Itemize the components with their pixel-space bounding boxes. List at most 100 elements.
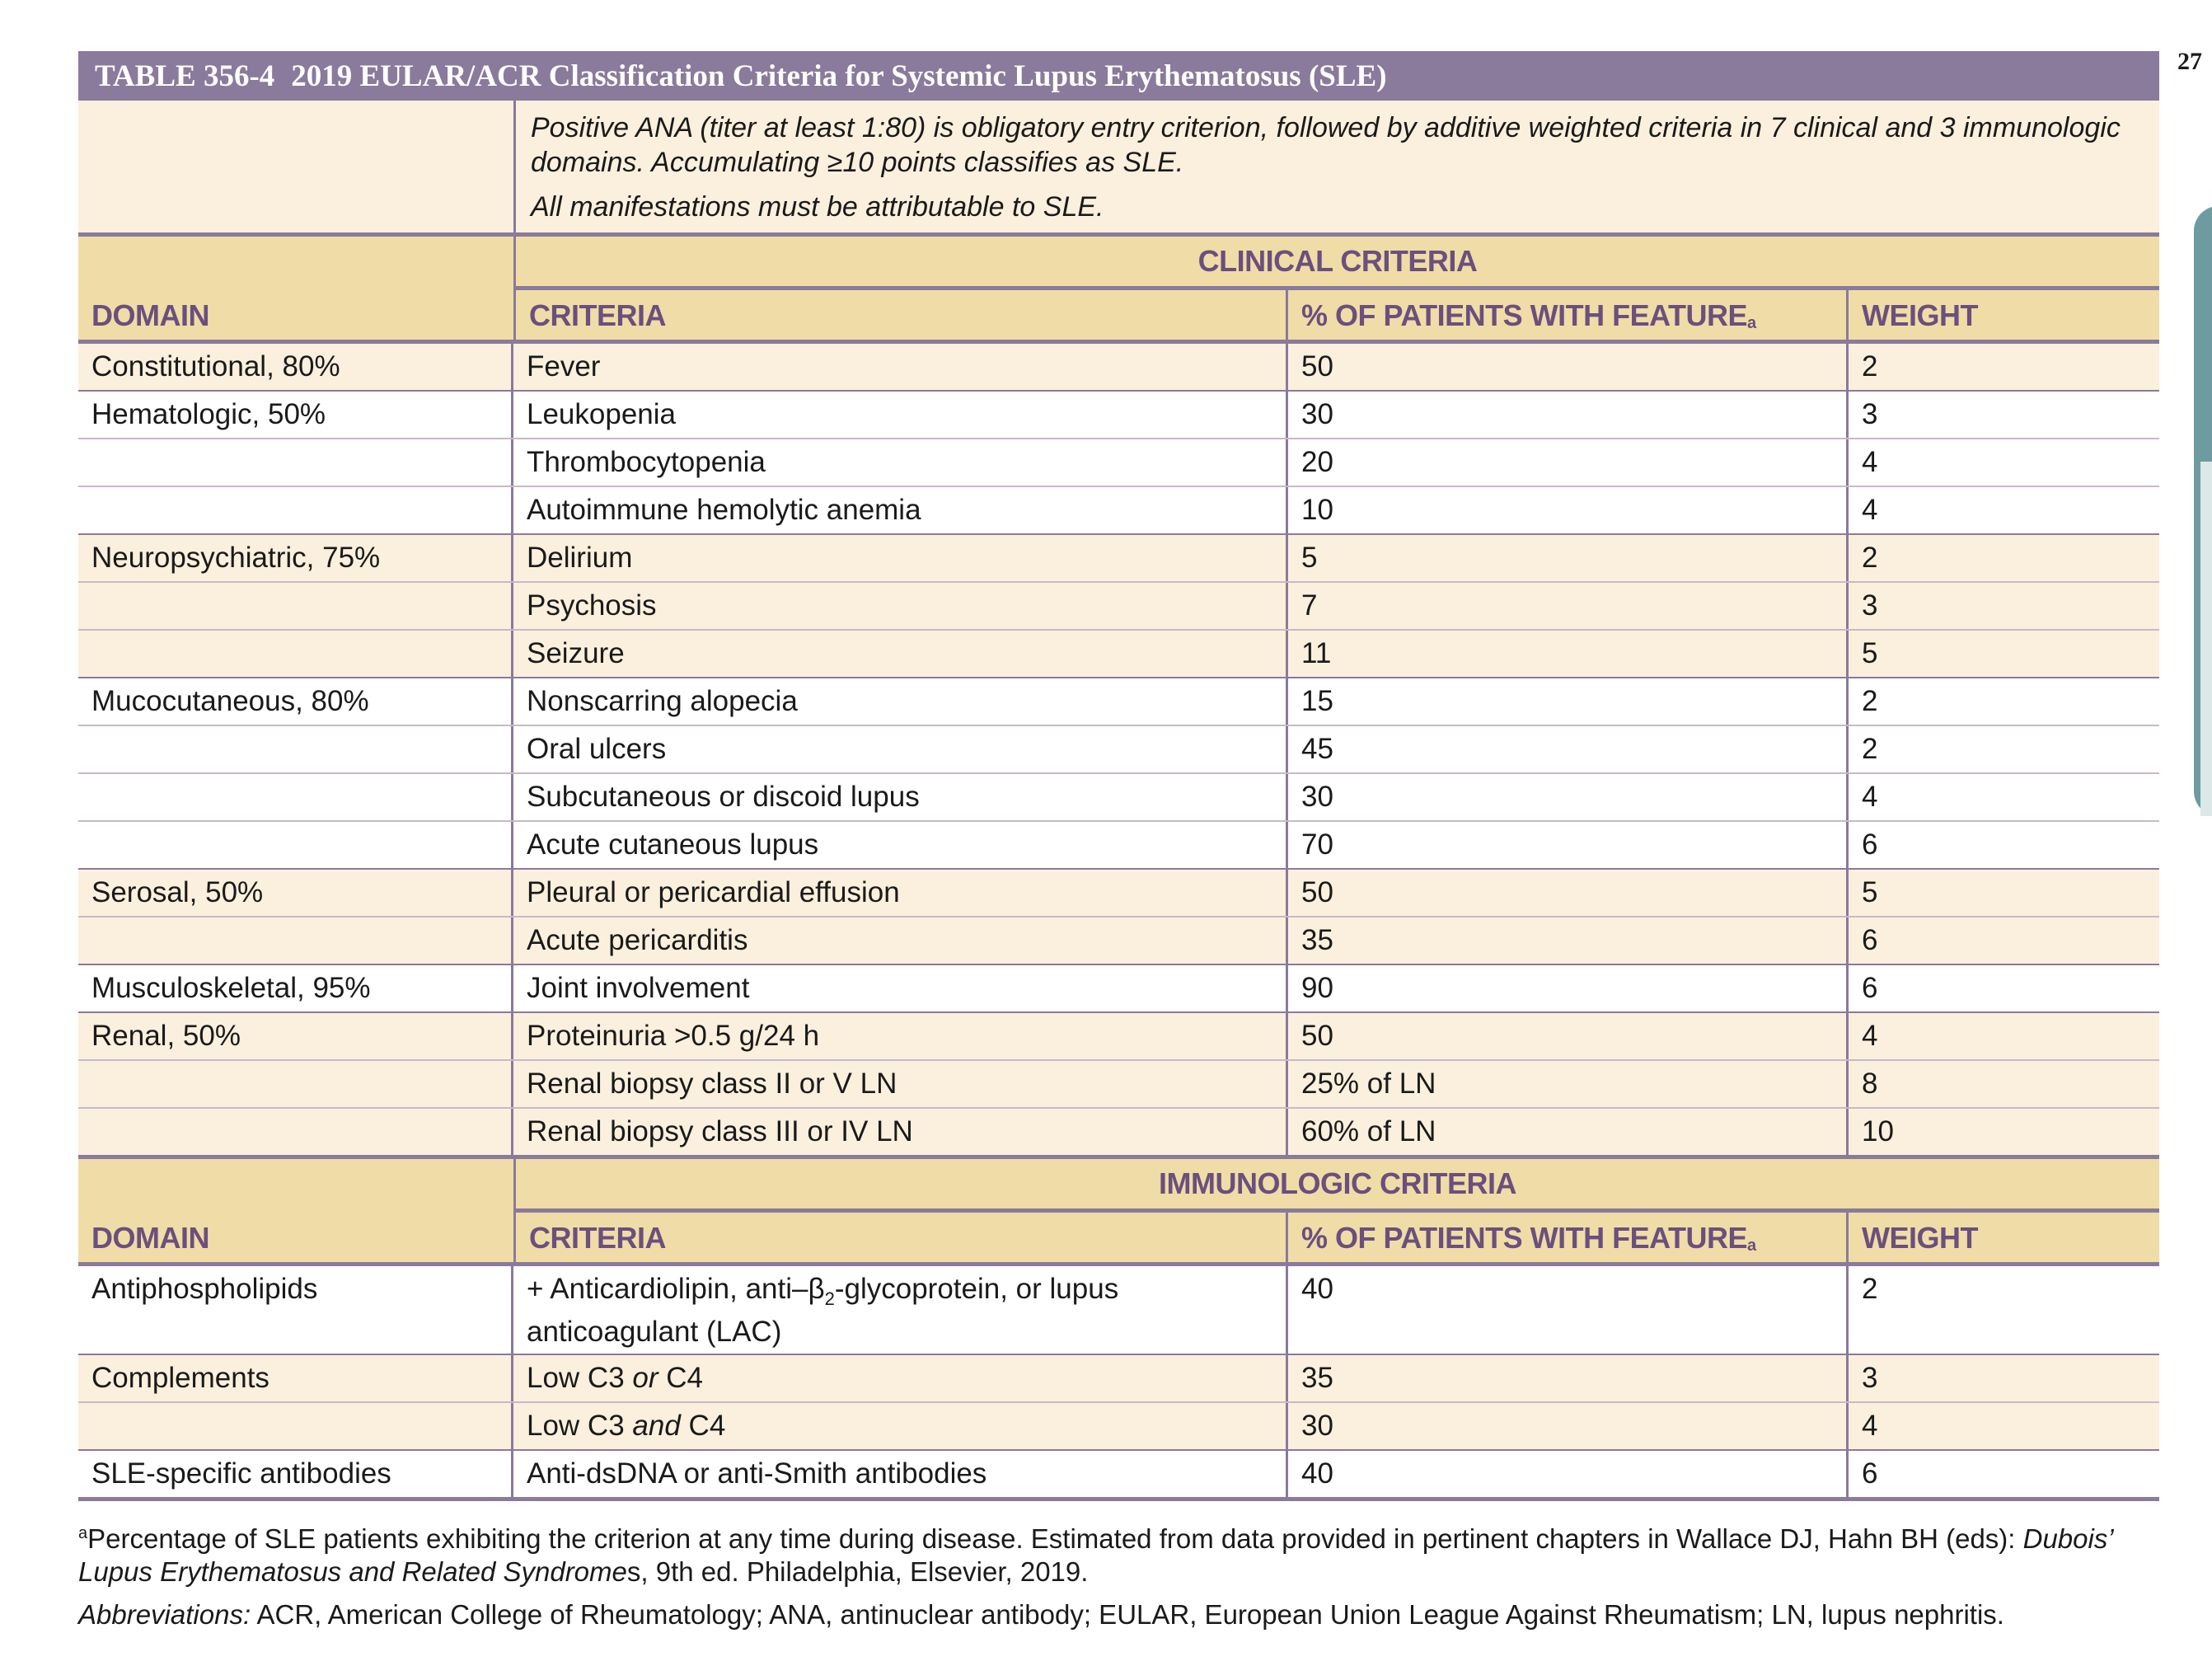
cell-domain	[78, 1061, 513, 1107]
cell-weight: 5	[1862, 637, 1878, 669]
cell-criteria: Nonscarring alopecia	[513, 678, 1288, 725]
cell-criteria: Seizure	[513, 631, 1288, 677]
cell-domain: Musculoskeletal, 95%	[78, 965, 513, 1011]
cell-percent: 7	[1288, 583, 1849, 629]
table-row: Subcutaneous or discoid lupus 30 4	[78, 774, 2159, 822]
cell-criteria: Proteinuria >0.5 g/24 h	[513, 1013, 1288, 1059]
table-number: TABLE 356-4	[95, 59, 275, 93]
cell-percent: 45	[1288, 726, 1849, 772]
table-row: Antiphospholipids + Anticardiolipin, ant…	[78, 1266, 2159, 1355]
cell-criteria: Psychosis	[513, 583, 1288, 629]
cell-criteria: Leukopenia	[513, 392, 1288, 438]
cell-weight: 2	[1862, 350, 1878, 382]
table-title-bar: TABLE 356-4 2019 EULAR/ACR Classificatio…	[78, 51, 2159, 101]
domain-header: DOMAIN	[91, 1221, 210, 1255]
cell-weight: 6	[1862, 972, 1878, 1004]
weight-header: WEIGHT	[1862, 298, 1978, 332]
cell-domain	[78, 726, 513, 772]
cell-weight: 2	[1862, 733, 1878, 765]
table-row: Renal, 50% Proteinuria >0.5 g/24 h 50 4	[78, 1013, 2159, 1061]
cell-criteria: Thrombocytopenia	[513, 439, 1288, 486]
cell-weight: 3	[1862, 589, 1878, 622]
percent-header: % OF PATIENTS WITH FEATURE a	[1288, 1213, 1849, 1262]
cell-criteria: Autoimmune hemolytic anemia	[513, 487, 1288, 533]
cell-percent: 11	[1288, 631, 1849, 677]
table-row: Renal biopsy class III or IV LN 60% of LN…	[78, 1109, 2159, 1159]
table-row: Psychosis 7 3	[78, 583, 2159, 631]
clinical-header: DOMAIN CLINICAL CRITERIA CRITERIA % OF P…	[78, 237, 2159, 344]
chapter-side-tab	[2194, 206, 2212, 816]
cell-criteria: Oral ulcers	[513, 726, 1288, 772]
cell-weight: 3	[1862, 398, 1878, 430]
cell-domain: Mucocutaneous, 80%	[78, 678, 513, 725]
footnote-abbreviations: Abbreviations: ACR, American College of …	[78, 1599, 2004, 1630]
cell-domain	[78, 774, 513, 820]
cell-weight: 10	[1862, 1115, 1894, 1147]
cell-criteria: Acute pericarditis	[513, 917, 1288, 964]
cell-domain: Constitutional, 80%	[78, 344, 513, 390]
table-row: Hematologic, 50% Leukopenia 30 3	[78, 392, 2159, 439]
cell-domain	[78, 583, 513, 629]
cell-domain: Renal, 50%	[78, 1013, 513, 1059]
cell-criteria: Delirium	[513, 535, 1288, 581]
table-row: Neuropsychiatric, 75% Delirium 5 2	[78, 535, 2159, 583]
weight-header: WEIGHT	[1862, 1221, 1978, 1255]
cell-percent: 25% of LN	[1288, 1061, 1849, 1107]
cell-criteria: Fever	[513, 344, 1288, 390]
criteria-header: CRITERIA	[516, 1213, 1288, 1262]
cell-domain: Serosal, 50%	[78, 870, 513, 916]
criteria-header: CRITERIA	[516, 290, 1288, 340]
table-row: Complements Low C3 or C4 35 3	[78, 1355, 2159, 1403]
cell-percent: 5	[1288, 535, 1849, 581]
table-row: SLE-specific antibodies Anti-dsDNA or an…	[78, 1451, 2159, 1501]
cell-percent: 35	[1288, 917, 1849, 964]
table-row: Thrombocytopenia 20 4	[78, 439, 2159, 487]
clinical-section-title: CLINICAL CRITERIA	[516, 237, 2159, 290]
cell-weight: 6	[1862, 828, 1878, 861]
cell-weight: 4	[1862, 1020, 1878, 1052]
cell-percent: 60% of LN	[1288, 1109, 1849, 1155]
table-row: Seizure 11 5	[78, 631, 2159, 678]
immunologic-header: DOMAIN IMMUNOLOGIC CRITERIA CRITERIA % O…	[78, 1159, 2159, 1266]
cell-percent: 50	[1288, 344, 1849, 390]
table-row: Musculoskeletal, 95% Joint involvement 90 6	[78, 965, 2159, 1013]
entry-note: All manifestations must be attributable …	[531, 191, 1104, 223]
chapter-side-tab-inner	[2200, 462, 2212, 816]
cell-criteria: Joint involvement	[513, 965, 1288, 1011]
cell-percent: 30	[1288, 392, 1849, 438]
immunologic-section-title: IMMUNOLOGIC CRITERIA	[516, 1159, 2159, 1213]
cell-domain: Neuropsychiatric, 75%	[78, 535, 513, 581]
cell-percent: 10	[1288, 487, 1849, 533]
cell-domain: Hematologic, 50%	[78, 392, 513, 438]
cell-percent: 20	[1288, 439, 1849, 486]
cell-domain	[78, 487, 513, 533]
page-number: 27	[2177, 48, 2202, 75]
table-row: Serosal, 50% Pleural or pericardial effus…	[78, 870, 2159, 917]
table-row: Low C3 and C4 30 4	[78, 1403, 2159, 1451]
classification-table: TABLE 356-4 2019 EULAR/ACR Classificatio…	[78, 51, 2159, 1501]
cell-domain	[78, 439, 513, 486]
cell-weight: 8	[1862, 1068, 1878, 1100]
entry-criterion: Positive ANA (titer at least 1:80) is ob…	[78, 101, 2159, 237]
cell-percent: 30	[1288, 774, 1849, 820]
cell-domain	[78, 1109, 513, 1155]
cell-domain	[78, 631, 513, 677]
footnote-a: aPercentage of SLE patients exhibiting t…	[78, 1523, 2112, 1587]
cell-criteria: Renal biopsy class II or V LN	[513, 1061, 1288, 1107]
domain-header: DOMAIN	[91, 298, 210, 332]
cell-weight: 2	[1862, 542, 1878, 574]
cell-criteria: Pleural or pericardial effusion	[513, 870, 1288, 916]
cell-weight: 4	[1862, 446, 1878, 478]
clinical-rows: Constitutional, 80% Fever 50 2 Hematologic, …	[78, 344, 2159, 1159]
cell-percent: 50	[1288, 870, 1849, 916]
cell-percent: 50	[1288, 1013, 1849, 1059]
cell-criteria: Renal biopsy class III or IV LN	[513, 1109, 1288, 1155]
table-row: Acute pericarditis 35 6	[78, 917, 2159, 965]
cell-percent: 70	[1288, 822, 1849, 868]
table-row: Renal biopsy class II or V LN 25% of LN 8	[78, 1061, 2159, 1109]
cell-percent: 15	[1288, 678, 1849, 725]
cell-weight: 5	[1862, 876, 1878, 908]
table-row: Mucocutaneous, 80% Nonscarring alopecia 15…	[78, 678, 2159, 726]
cell-weight: 6	[1862, 924, 1878, 956]
table-row: Constitutional, 80% Fever 50 2	[78, 344, 2159, 392]
